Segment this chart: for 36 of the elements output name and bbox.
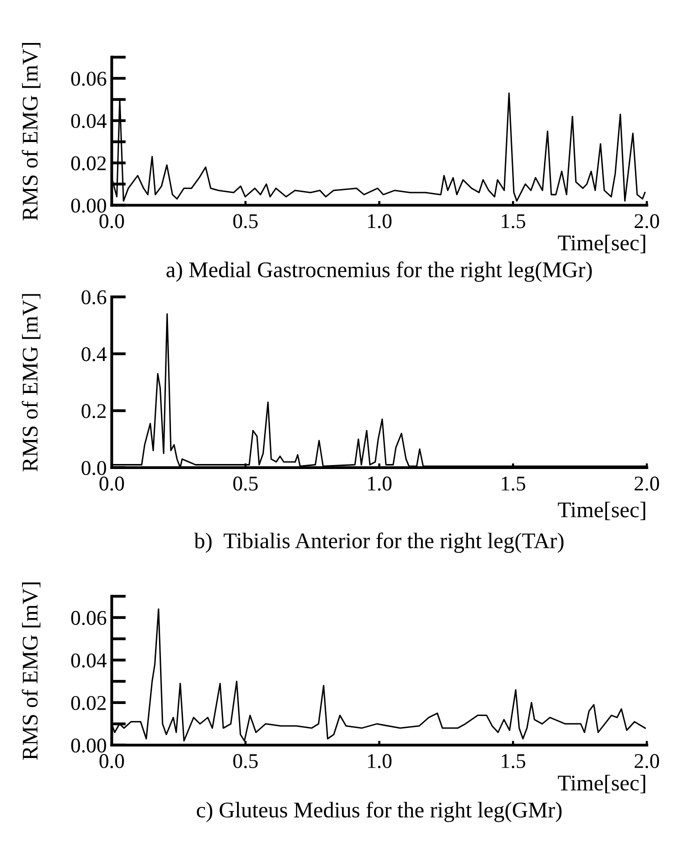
x-axis-title: Time[sec] [558, 502, 646, 520]
text: c) Gluteus Medius for the right leg(GMr) [196, 802, 562, 822]
x-tick-label: 2.0 [634, 476, 660, 491]
y-tick-label: 0.6 [82, 290, 106, 304]
x-axis-title: Time[sec] [558, 774, 646, 794]
y-tick-label: 0.06 [71, 72, 106, 86]
x-tick-label: 1.0 [368, 476, 392, 491]
text: a) Medial Gastrocnemius for the right leg(MGr) [166, 261, 592, 282]
x-tick-label: 2.0 [634, 214, 660, 228]
y-tick-label: 0.4 [82, 347, 107, 362]
x-tick-label: 0.5 [233, 476, 258, 491]
y-tick-label: 0.00 [71, 738, 106, 753]
x-tick-label: 0.0 [100, 214, 124, 228]
x-tick-label: 0.0 [100, 754, 124, 768]
y-tick-label: 0.02 [71, 696, 106, 710]
y-tick-label: 0.06 [71, 610, 106, 626]
y-tick-label: 0.04 [71, 114, 107, 128]
y-tick-label: 0.2 [82, 404, 106, 418]
x-tick-label: 2.0 [634, 754, 660, 768]
text: b) Tibialis Anterior for the right leg(TAr) [194, 532, 564, 553]
x-tick-label: 1.5 [502, 214, 526, 228]
y-axis-title: RMS of EMG [mV] [22, 294, 40, 472]
y-tick-label: 0.02 [71, 156, 106, 170]
y-axis-title: RMS of EMG [mV] [22, 582, 40, 760]
x-tick-label: 1.5 [502, 476, 526, 491]
y-tick-label: 0.0 [82, 460, 106, 476]
x-axis-title: Time[sec] [558, 234, 646, 254]
x-tick-label: 0.5 [233, 754, 258, 768]
x-tick-label: 1.0 [368, 214, 392, 228]
x-tick-label: 0.0 [100, 476, 124, 491]
y-tick-label: 0.04 [71, 653, 107, 668]
y-tick-label: 0.00 [71, 198, 106, 213]
x-tick-label: 0.5 [233, 214, 258, 228]
x-tick-label: 1.5 [502, 754, 526, 768]
x-tick-label: 1.0 [368, 754, 392, 768]
y-axis-title: RMS of EMG [mV] [22, 43, 40, 220]
